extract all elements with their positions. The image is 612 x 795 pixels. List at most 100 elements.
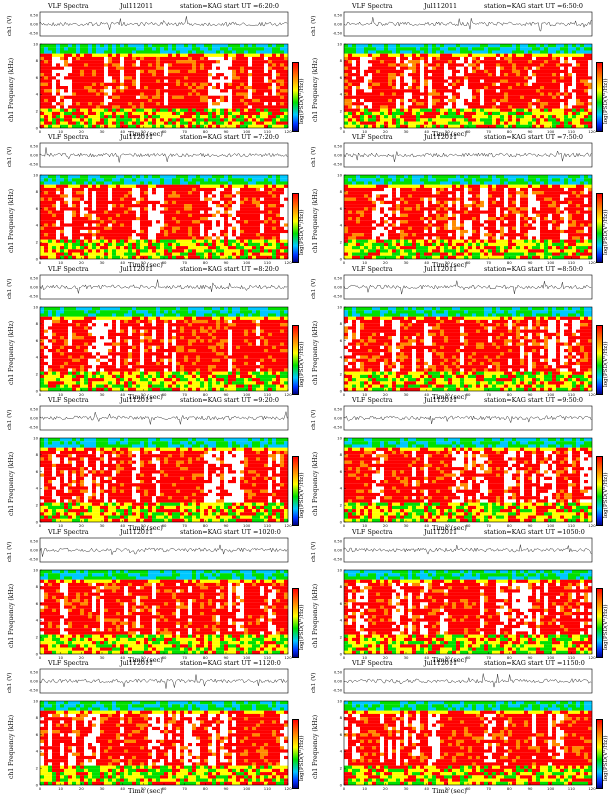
panel-station: station=KAG	[484, 396, 526, 404]
panel-station: station=KAG	[180, 659, 222, 667]
colorbar-label: log(PSD(V²/Hz))	[603, 735, 609, 781]
spectrogram-cells	[40, 307, 288, 391]
waveform-plot: 0.500.00-0.50	[22, 667, 290, 697]
y-tick-label: 6	[340, 75, 343, 80]
colorbar-gradient	[292, 62, 299, 132]
y-tick-label: 6	[36, 732, 39, 737]
panel-start-time: start UT =8:20:0	[224, 265, 279, 273]
waveform-tick-label: -0.50	[29, 295, 39, 299]
y-tick-label: 6	[340, 601, 343, 606]
colorbar-label: log(PSD(V²/Hz))	[299, 604, 305, 650]
colorbar-label: log(PSD(V²/Hz))	[603, 604, 609, 650]
waveform-ylabel: ch1 (V)	[311, 673, 317, 693]
frequency-axis-label: ch1 Frequency (kHz)	[8, 715, 15, 779]
y-tick-label: 10	[337, 41, 342, 46]
panel-date: Jul112011	[120, 2, 153, 10]
y-tick-label: 10	[337, 698, 342, 703]
panel-date: Jul112011	[120, 528, 153, 536]
x-tick-label: 10	[362, 786, 367, 791]
x-tick-label: 70	[486, 786, 491, 791]
spectrogram-panel: VLF Spectra Jul112011 station=KAG start …	[312, 133, 590, 261]
spectrogram-panel: VLF Spectra Jul112011 station=KAG start …	[8, 2, 286, 130]
frequency-label: Frequency (kHz)	[8, 189, 15, 240]
spectrogram-panel: VLF Spectra Jul112011 station=KAG start …	[312, 659, 590, 787]
waveform-tick-label: -0.50	[333, 32, 343, 36]
panel-station: station=KAG	[180, 528, 222, 536]
colorbar-gradient	[596, 325, 603, 395]
y-tick-label: 4	[340, 749, 343, 754]
y-tick-label: 10	[33, 41, 38, 46]
colorbar-label: log(PSD(V²/Hz))	[603, 209, 609, 255]
spectrogram-panel: VLF Spectra Jul112011 station=KAG start …	[8, 396, 286, 524]
frequency-axis-label: ch1 Frequency (kHz)	[312, 58, 319, 122]
waveform-tick-label: 0.00	[334, 286, 343, 290]
waveform-trace	[40, 412, 287, 425]
panel-title: VLF Spectra	[352, 528, 393, 536]
waveform-tick-label: 0.00	[30, 23, 39, 27]
waveform-trace	[40, 16, 287, 29]
y-tick-label: 2	[340, 109, 343, 114]
y-tick-label: 4	[340, 355, 343, 360]
waveform-plot: 0.500.00-0.50	[22, 404, 290, 434]
frequency-label: Frequency (kHz)	[8, 715, 15, 766]
x-tick-label: 120	[284, 786, 292, 791]
waveform-trace	[344, 674, 591, 688]
frequency-label: Frequency (kHz)	[312, 715, 319, 766]
y-tick-label: 10	[33, 172, 38, 177]
panel-title: VLF Spectra	[48, 659, 89, 667]
panel-start-time: start UT =9:50:0	[528, 396, 583, 404]
waveform-trace	[40, 545, 287, 557]
panel-start-time: start UT =8:50:0	[528, 265, 583, 273]
waveform-ylabel: ch1 (V)	[7, 279, 13, 299]
spectrogram-panel: VLF Spectra Jul112011 station=KAG start …	[312, 528, 590, 656]
waveform-tick-label: 0.00	[334, 680, 343, 684]
panel-station: station=KAG	[180, 133, 222, 141]
waveform-tick-label: 0.00	[334, 154, 343, 158]
frequency-axis-label: ch1 Frequency (kHz)	[8, 58, 15, 122]
colorbar-label: log(PSD(V²/Hz))	[603, 78, 609, 124]
waveform-frame	[344, 12, 592, 36]
waveform-frame	[40, 669, 288, 693]
colorbar-label: log(PSD(V²/Hz))	[603, 472, 609, 518]
frequency-axis-label: ch1 Frequency (kHz)	[312, 715, 319, 779]
spectrogram-cells	[40, 175, 288, 259]
x-tick-label: 0	[343, 786, 346, 791]
y-tick-label: 2	[340, 372, 343, 377]
panel-date: Jul112011	[424, 528, 457, 536]
waveform-trace	[344, 545, 591, 554]
waveform-plot: 0.500.00-0.50	[326, 10, 594, 40]
y-tick-label: 10	[33, 435, 38, 440]
waveform-tick-label: 0.50	[30, 14, 39, 18]
spectrogram-panel: VLF Spectra Jul112011 station=KAG start …	[8, 265, 286, 393]
waveform-trace	[344, 17, 591, 31]
colorbar: log(PSD(V²/Hz))	[596, 62, 612, 134]
waveform-trace	[40, 147, 287, 162]
waveform-tick-label: 0.00	[30, 549, 39, 553]
y-tick-label: 6	[36, 206, 39, 211]
x-tick-label: 30	[100, 786, 105, 791]
y-tick-label: 2	[36, 372, 39, 377]
waveform-tick-label: -0.50	[29, 426, 39, 430]
y-tick-label: 4	[36, 355, 39, 360]
y-tick-label: 2	[36, 240, 39, 245]
colorbar: log(PSD(V²/Hz))	[596, 456, 612, 528]
y-tick-label: 10	[337, 435, 342, 440]
channel-label: ch1	[312, 768, 319, 779]
x-tick-label: 110	[568, 786, 576, 791]
waveform-tick-label: 0.50	[334, 14, 343, 18]
waveform-trace	[344, 151, 591, 162]
panel-station: station=KAG	[484, 133, 526, 141]
frequency-label: Frequency (kHz)	[312, 452, 319, 503]
waveform-ylabel: ch1 (V)	[311, 410, 317, 430]
x-tick-label: 20	[383, 786, 388, 791]
colorbar-gradient	[292, 325, 299, 395]
frequency-axis-label: ch1 Frequency (kHz)	[312, 321, 319, 385]
frequency-label: Frequency (kHz)	[312, 321, 319, 372]
colorbar-label: log(PSD(V²/Hz))	[299, 472, 305, 518]
frequency-label: Frequency (kHz)	[8, 452, 15, 503]
waveform-ylabel: ch1 (V)	[7, 542, 13, 562]
